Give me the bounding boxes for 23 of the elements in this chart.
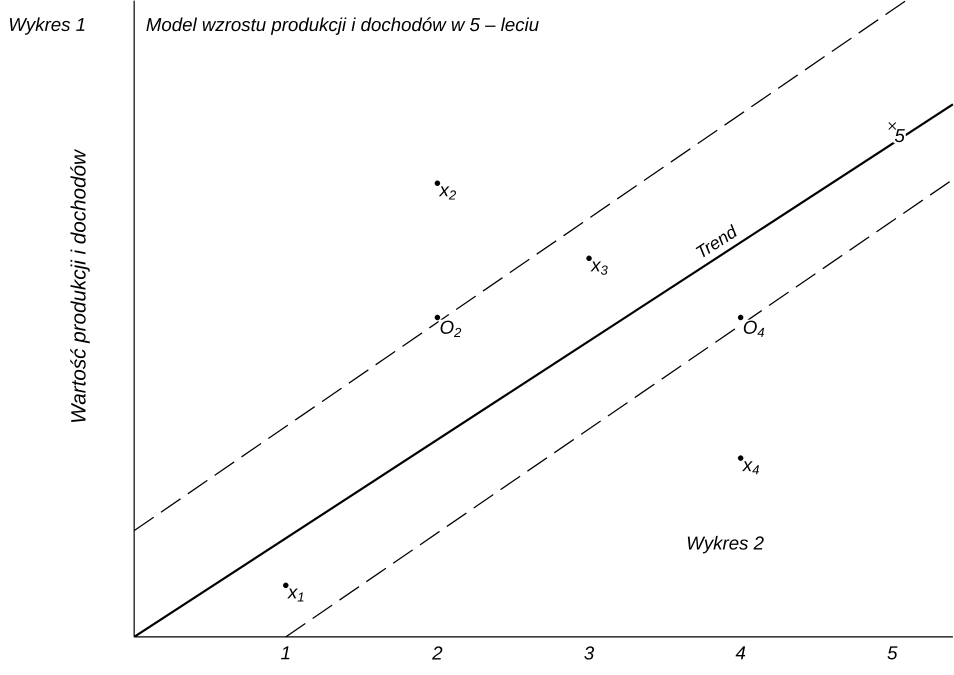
point	[738, 314, 744, 320]
point	[888, 122, 896, 130]
x-tick-label: 5	[888, 646, 898, 660]
point	[434, 314, 440, 320]
annotation: 5	[894, 128, 905, 142]
point	[283, 582, 289, 588]
text: Model wzrostu produkcji i dochodów w 5 – leciu	[146, 17, 539, 35]
annotation: O$_{4}$	[744, 320, 764, 337]
annotation: Wykres 2	[688, 536, 764, 554]
text: Wykres 1	[10, 17, 84, 35]
y-axis-title: Wartość produkcji i dochodów	[70, 148, 90, 422]
point	[434, 180, 440, 186]
point	[586, 255, 592, 261]
x-tick-label: 4	[736, 646, 746, 660]
annotation: x$_{4}$	[742, 461, 759, 474]
annotation: x$_{3}$	[590, 261, 608, 275]
point	[738, 455, 744, 461]
x-tick-label: 2	[432, 646, 442, 660]
x-tick-label: 3	[584, 646, 594, 660]
annotation: x$_{2}$	[438, 186, 456, 200]
annotation: x$_{1}$	[287, 588, 304, 602]
x-tick-label: 1	[281, 646, 290, 660]
annotation: O$_{2}$	[440, 320, 462, 337]
